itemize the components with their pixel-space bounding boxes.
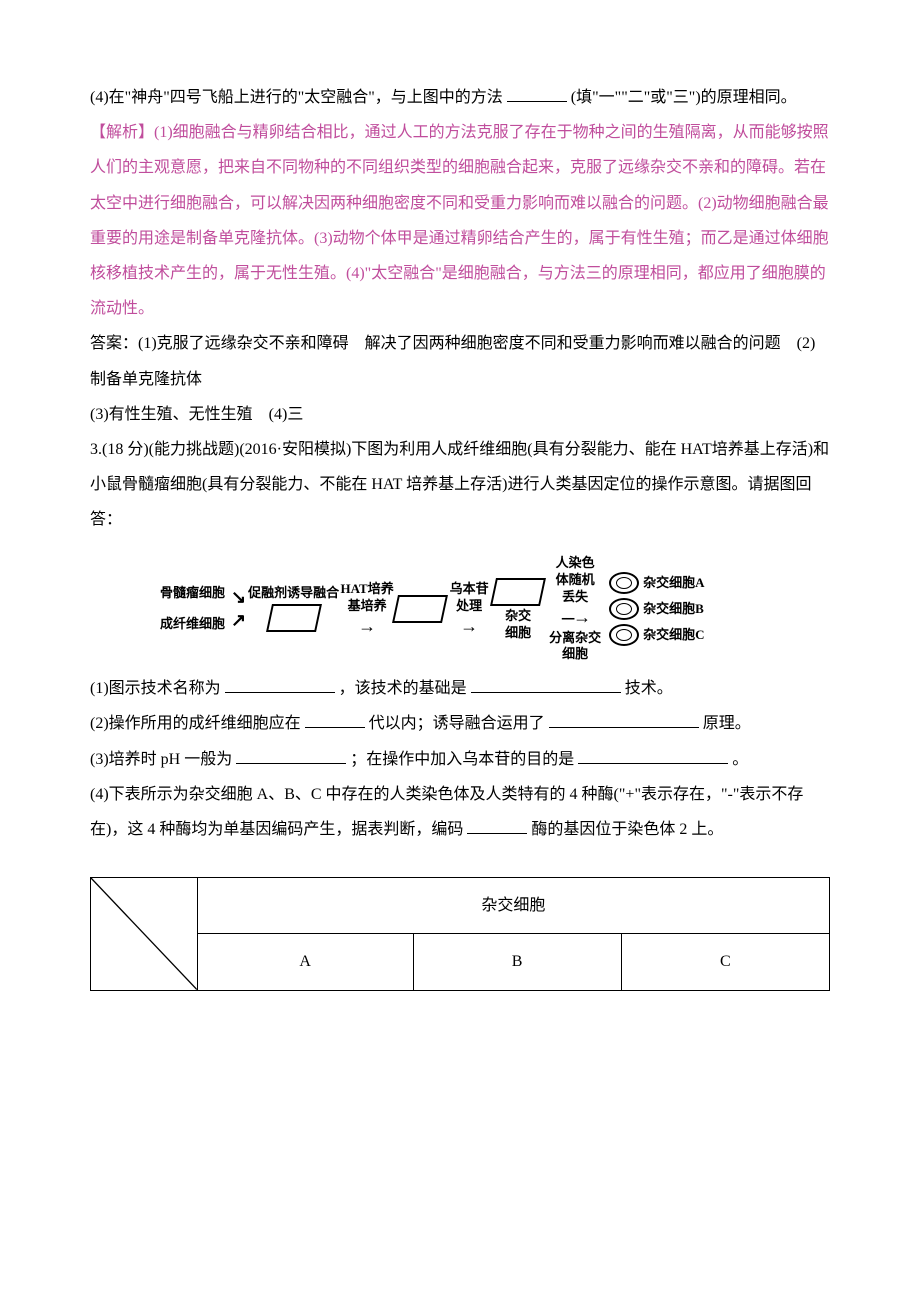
diagram-wu: 乌本苷处理 <box>445 581 493 615</box>
flow-diagram: 骨髓瘤细胞 成纤维细胞 ↘ ↗ 促融剂诱导融合 HAT培养基培养 → 乌本苷处理… <box>160 555 760 663</box>
s2c: 原理。 <box>703 715 751 732</box>
parallelogram-box-2 <box>392 595 448 623</box>
s2-blank1 <box>305 711 365 728</box>
parallelogram-box-1 <box>266 604 322 632</box>
subq-3: (3)培养时 pH 一般为 ；在操作中加入乌本苷的目的是 。 <box>90 742 830 777</box>
analysis-block: 【解析】(1)细胞融合与精卵结合相比，通过人工的方法克服了存在于物种之间的生殖隔… <box>90 115 830 326</box>
diagram-zajiao: 杂交细胞 <box>501 608 535 642</box>
arrow-down-right: ↘ <box>229 586 248 609</box>
subq-2: (2)操作所用的成纤维细胞应在 代以内；诱导融合运用了 原理。 <box>90 706 830 741</box>
s3a: (3)培养时 pH 一般为 <box>90 751 232 768</box>
q4-text-b: (填"一""二"或"三")的原理相同。 <box>571 89 797 106</box>
cell-icon-a <box>609 572 639 594</box>
diagram-out-c: 杂交细胞C <box>643 627 704 644</box>
q4-text-a: (4)在"神舟"四号飞船上进行的"太空融合"，与上图中的方法 <box>90 89 503 106</box>
hybrid-cell-table: 杂交细胞 A B C <box>90 877 830 990</box>
table-col-a: A <box>197 934 413 990</box>
diagram-right-top2: 分离杂交细胞 <box>545 630 605 664</box>
s4b: 酶的基因位于染色体 2 上。 <box>531 821 723 838</box>
table-col-b: B <box>413 934 621 990</box>
output-column: 杂交细胞A 杂交细胞B 杂交细胞C <box>609 572 704 646</box>
q4-blank <box>507 85 567 102</box>
diagram-out-a: 杂交细胞A <box>643 575 704 592</box>
subq-4: (4)下表所示为杂交细胞 A、B、C 中存在的人类染色体及人类特有的 4 种酶(… <box>90 777 830 847</box>
s1-blank1 <box>225 676 335 693</box>
s1-blank2 <box>471 676 621 693</box>
q3-intro: 3.(18 分)(能力挑战题)(2016·安阳模拟)下图为利用人成纤维细胞(具有… <box>90 432 830 538</box>
diagram-top-label: 促融剂诱导融合 <box>248 585 339 602</box>
diagram-hat: HAT培养基培养 <box>339 581 395 615</box>
table-col-c: C <box>621 934 829 990</box>
s2b: 代以内；诱导融合运用了 <box>369 715 545 732</box>
s1a: (1)图示技术名称为 <box>90 680 221 697</box>
s4-blank <box>467 817 527 834</box>
table-diag-cell <box>91 878 198 990</box>
s1c: 技术。 <box>625 680 673 697</box>
s3-blank1 <box>236 747 346 764</box>
s2-blank2 <box>549 711 699 728</box>
table-header-merged: 杂交细胞 <box>197 878 829 934</box>
answer-line-2: (3)有性生殖、无性生殖 (4)三 <box>90 397 830 432</box>
q4-line: (4)在"神舟"四号飞船上进行的"太空融合"，与上图中的方法 (填"一""二"或… <box>90 80 830 115</box>
diagram-left-bot: 成纤维细胞 <box>160 616 225 633</box>
diagram-right-top1: 人染色体随机丢失 <box>550 555 600 606</box>
arrow-up-right: ↗ <box>229 609 248 632</box>
arrow-right-2: → <box>458 615 480 638</box>
analysis-body: (1)细胞融合与精卵结合相比，通过人工的方法克服了存在于物种之间的生殖隔离，从而… <box>90 124 829 317</box>
s2a: (2)操作所用的成纤维细胞应在 <box>90 715 301 732</box>
arrow-dashed: ---→ <box>559 606 591 629</box>
diagonal-line-icon <box>91 878 197 989</box>
s3b: ；在操作中加入乌本苷的目的是 <box>350 751 574 768</box>
analysis-label: 【解析】 <box>90 124 154 141</box>
parallelogram-box-3 <box>490 578 546 606</box>
answer-line-1: 答案：(1)克服了远缘杂交不亲和障碍 解决了因两种细胞密度不同和受重力影响而难以… <box>90 326 830 396</box>
cell-icon-c <box>609 624 639 646</box>
diagram-left-top: 骨髓瘤细胞 <box>160 585 225 602</box>
arrow-right-1: → <box>356 615 378 638</box>
subq-1: (1)图示技术名称为 ，该技术的基础是 技术。 <box>90 671 830 706</box>
cell-icon-b <box>609 598 639 620</box>
diagram-out-b: 杂交细胞B <box>643 601 704 618</box>
s3-blank2 <box>578 747 728 764</box>
s3c: 。 <box>732 751 748 768</box>
s1b: ，该技术的基础是 <box>339 680 467 697</box>
